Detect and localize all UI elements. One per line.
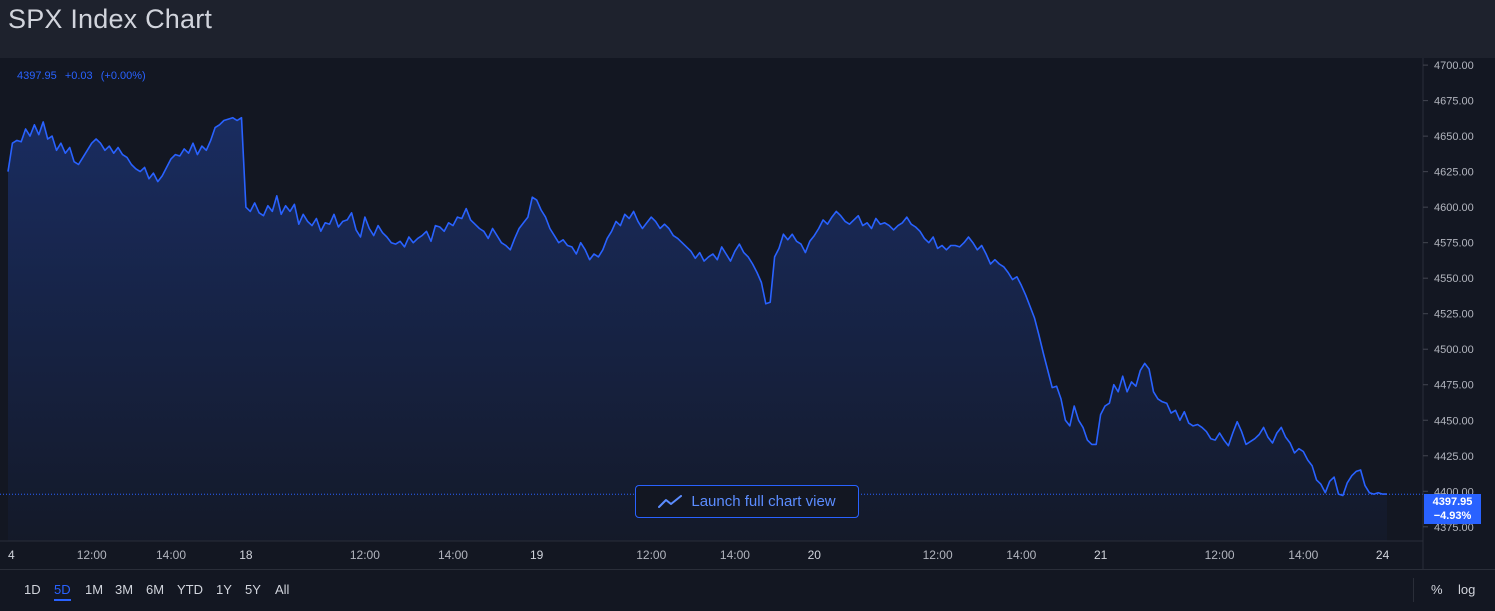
last-price-tag: 4397.95 −4.93% <box>1424 494 1481 524</box>
y-tick-label: 4425.00 <box>1434 451 1474 463</box>
bottom-toolbar: 1D 5D 1M 3M 6M YTD 1Y 5Y All % log <box>0 569 1495 611</box>
x-tick-label: 14:00 <box>1288 548 1318 562</box>
x-tick-label: 24 <box>1376 548 1390 562</box>
log-scale-button[interactable]: log <box>1458 582 1476 597</box>
y-tick-label: 4625.00 <box>1434 167 1474 179</box>
x-tick-label: 14:00 <box>1006 548 1036 562</box>
y-tick-label: 4475.00 <box>1434 380 1474 392</box>
range-button-1y[interactable]: 1Y <box>216 582 232 597</box>
range-button-3m[interactable]: 3M <box>115 582 134 597</box>
range-button-5d[interactable]: 5D <box>54 582 71 601</box>
y-tick-label: 4525.00 <box>1434 309 1474 321</box>
launch-full-chart-label: Launch full chart view <box>691 493 836 510</box>
x-tick-label: 12:00 <box>636 548 666 562</box>
toolbar-separator <box>1413 578 1414 602</box>
x-tick-label: 19 <box>530 548 544 562</box>
launch-full-chart-button[interactable]: Launch full chart view <box>635 485 859 518</box>
y-tick-label: 4575.00 <box>1434 238 1474 250</box>
y-tick-label: 4375.00 <box>1434 522 1474 534</box>
page-title: SPX Index Chart <box>8 4 213 34</box>
y-tick-label: 4500.00 <box>1434 344 1474 356</box>
percent-scale-button[interactable]: % <box>1431 582 1443 597</box>
x-tick-label: 12:00 <box>77 548 107 562</box>
range-button-all[interactable]: All <box>275 582 290 597</box>
range-button-ytd[interactable]: YTD <box>177 582 203 597</box>
legend-price: 4397.95 <box>17 70 57 82</box>
x-tick-label: 18 <box>239 548 253 562</box>
legend-change-pct: (+0.00%) <box>100 70 146 82</box>
chart-line-icon <box>658 494 683 508</box>
y-tick-label: 4550.00 <box>1434 273 1474 285</box>
last-price-change: −4.93% <box>1433 510 1472 522</box>
x-tick-label: 14:00 <box>438 548 468 562</box>
price-series-line <box>7 116 1387 497</box>
y-tick-label: 4450.00 <box>1434 415 1474 427</box>
y-tick-label: 4700.00 <box>1434 60 1474 72</box>
x-tick-label: 4 <box>8 548 15 562</box>
x-tick-label: 12:00 <box>1205 548 1235 562</box>
x-tick-label: 12:00 <box>923 548 953 562</box>
x-tick-label: 21 <box>1094 548 1108 562</box>
range-button-1d[interactable]: 1D <box>24 582 41 597</box>
range-button-5y[interactable]: 5Y <box>245 582 261 597</box>
x-tick-label: 14:00 <box>720 548 750 562</box>
range-button-1m[interactable]: 1M <box>85 582 104 597</box>
legend-change: +0.03 <box>64 70 93 82</box>
x-tick-label: 12:00 <box>350 548 380 562</box>
y-tick-label: 4600.00 <box>1434 202 1474 214</box>
x-tick-label: 14:00 <box>156 548 186 562</box>
x-tick-label: 20 <box>808 548 822 562</box>
price-legend: 4397.95 +0.03 (+0.00%) <box>17 70 151 82</box>
y-tick-label: 4675.00 <box>1434 96 1474 108</box>
range-button-6m[interactable]: 6M <box>146 582 165 597</box>
price-area-fill <box>8 117 1387 541</box>
last-price-value: 4397.95 <box>1432 496 1473 508</box>
y-tick-label: 4650.00 <box>1434 131 1474 143</box>
